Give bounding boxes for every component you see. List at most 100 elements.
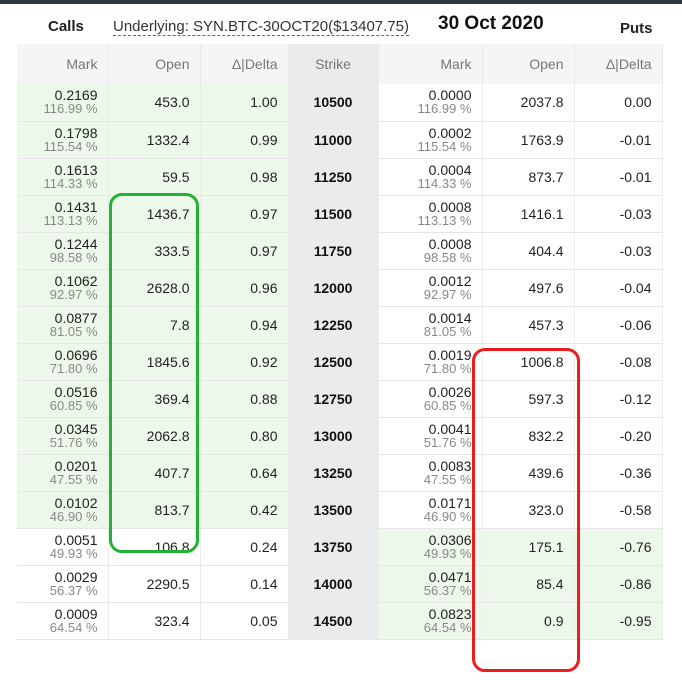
put-mark-cell[interactable]: 0.0083 47.55 % [378,454,483,492]
call-mark-cell[interactable]: 0.1431 113.13 % [17,195,109,233]
call-mark-cell[interactable]: 0.0201 47.55 % [17,454,109,492]
table-row[interactable]: 0.1798 115.54 % 1332.4 0.99 11000 0.0002 115.5… [17,121,663,159]
call-mark-cell[interactable]: 0.0877 81.05 % [17,306,109,344]
col-call-delta[interactable]: Δ|Delta [200,44,289,84]
call-open-cell[interactable]: 2290.5 [108,565,201,603]
put-mark-cell[interactable]: 0.0171 46.90 % [378,491,483,529]
call-open-cell[interactable]: 2628.0 [108,269,201,307]
call-mark-cell[interactable]: 0.1244 98.58 % [17,232,109,270]
call-mark-cell[interactable]: 0.0051 49.93 % [17,528,109,566]
put-mark-cell[interactable]: 0.0000 116.99 % [378,84,483,122]
table-row[interactable]: 0.0009 64.54 % 323.4 0.05 14500 0.0823 64.54 %… [17,602,663,640]
call-open-cell[interactable]: 1845.6 [108,343,201,381]
put-mark-cell[interactable]: 0.0008 113.13 % [378,195,483,233]
table-row[interactable]: 0.0516 60.85 % 369.4 0.88 12750 0.0026 60.85 %… [17,380,663,418]
put-open-cell[interactable]: 1763.9 [482,121,575,159]
call-open-cell[interactable]: 7.8 [108,306,201,344]
call-open-cell[interactable]: 333.5 [108,232,201,270]
col-put-delta[interactable]: Δ|Delta [574,44,663,84]
table-row[interactable]: 0.1244 98.58 % 333.5 0.97 11750 0.0008 98.58 %… [17,232,663,270]
put-delta-cell: -0.86 [574,565,663,603]
call-mark-cell[interactable]: 0.0696 71.80 % [17,343,109,381]
put-mark-cell[interactable]: 0.0041 51.76 % [378,417,483,455]
put-open-cell[interactable]: 323.0 [482,491,575,529]
put-mark-cell[interactable]: 0.0019 71.80 % [378,343,483,381]
underlying-link[interactable]: Underlying: SYN.BTC-30OCT20($13407.75) [113,18,409,36]
put-mark-cell[interactable]: 0.0002 115.54 % [378,121,483,159]
call-open-cell[interactable]: 1436.7 [108,195,201,233]
put-implied-volatility: 46.90 % [423,508,472,524]
put-mark-cell[interactable]: 0.0471 56.37 % [378,565,483,603]
put-open-cell[interactable]: 175.1 [482,528,575,566]
table-row[interactable]: 0.0877 81.05 % 7.8 0.94 12250 0.0014 81.05 % 45… [17,306,663,344]
call-implied-volatility: 113.13 % [43,212,98,228]
put-open-cell[interactable]: 497.6 [482,269,575,307]
call-mark-cell[interactable]: 0.1613 114.33 % [17,158,109,196]
call-open-cell[interactable]: 407.7 [108,454,201,492]
call-mark-cell[interactable]: 0.0102 46.90 % [17,491,109,529]
put-delta-cell: -0.12 [574,380,663,418]
call-mark-cell[interactable]: 0.1798 115.54 % [17,121,109,159]
put-open-cell[interactable]: 1416.1 [482,195,575,233]
call-mark-cell[interactable]: 0.0029 56.37 % [17,565,109,603]
col-put-mark[interactable]: Mark [378,44,483,84]
call-delta-cell: 0.05 [200,602,289,640]
put-open-cell[interactable]: 404.4 [482,232,575,270]
table-row[interactable]: 0.1431 113.13 % 1436.7 0.97 11500 0.0008 113.1… [17,195,663,233]
put-mark-cell[interactable]: 0.0823 64.54 % [378,602,483,640]
put-implied-volatility: 60.85 % [423,397,472,413]
call-mark-cell[interactable]: 0.1062 92.97 % [17,269,109,307]
call-open-cell[interactable]: 813.7 [108,491,201,529]
put-mark-cell[interactable]: 0.0004 114.33 % [378,158,483,196]
put-mark-cell[interactable]: 0.0306 49.93 % [378,528,483,566]
call-open-cell[interactable]: 1332.4 [108,121,201,159]
call-open-cell[interactable]: 323.4 [108,602,201,640]
table-row[interactable]: 0.1062 92.97 % 2628.0 0.96 12000 0.0012 92.97 … [17,269,663,307]
call-mark-cell[interactable]: 0.0516 60.85 % [17,380,109,418]
put-open-cell[interactable]: 85.4 [482,565,575,603]
col-call-mark[interactable]: Mark [17,44,109,84]
table-row[interactable]: 0.0051 49.93 % 106.8 0.24 13750 0.0306 49.93 %… [17,528,663,566]
put-delta-cell: -0.58 [574,491,663,529]
call-open-cell[interactable]: 59.5 [108,158,201,196]
table-row[interactable]: 0.0345 51.76 % 2062.8 0.80 13000 0.0041 51.76 … [17,417,663,455]
put-open-cell[interactable]: 832.2 [482,417,575,455]
put-open-cell[interactable]: 597.3 [482,380,575,418]
put-delta-cell: 0.00 [574,84,663,122]
call-mark-price: 0.0009 [54,605,98,622]
put-mark-cell[interactable]: 0.0008 98.58 % [378,232,483,270]
table-row[interactable]: 0.0201 47.55 % 407.7 0.64 13250 0.0083 47.55 %… [17,454,663,492]
table-row[interactable]: 0.0696 71.80 % 1845.6 0.92 12500 0.0019 71.80 … [17,343,663,381]
put-implied-volatility: 51.76 % [423,434,472,450]
call-open-cell[interactable]: 2062.8 [108,417,201,455]
call-open-cell[interactable]: 453.0 [108,84,201,122]
table-row[interactable]: 0.0102 46.90 % 813.7 0.42 13500 0.0171 46.90 %… [17,491,663,529]
strike-cell: 11750 [288,232,379,270]
call-open-cell[interactable]: 369.4 [108,380,201,418]
put-implied-volatility: 92.97 % [423,286,472,302]
col-call-open[interactable]: Open [108,44,201,84]
call-mark-price: 0.0051 [54,531,98,548]
call-open-cell[interactable]: 106.8 [108,528,201,566]
put-mark-price: 0.0823 [428,605,472,622]
put-mark-cell[interactable]: 0.0026 60.85 % [378,380,483,418]
put-open-cell[interactable]: 439.6 [482,454,575,492]
put-mark-cell[interactable]: 0.0012 92.97 % [378,269,483,307]
col-strike[interactable]: Strike [288,44,379,84]
strike-cell: 13500 [288,491,379,529]
table-row[interactable]: 0.0029 56.37 % 2290.5 0.14 14000 0.0471 56.37 … [17,565,663,603]
put-open-cell[interactable]: 0.9 [482,602,575,640]
call-mark-cell[interactable]: 0.0345 51.76 % [17,417,109,455]
put-mark-cell[interactable]: 0.0014 81.05 % [378,306,483,344]
put-implied-volatility: 47.55 % [423,471,472,487]
call-mark-cell[interactable]: 0.0009 64.54 % [17,602,109,640]
put-open-cell[interactable]: 2037.8 [482,84,575,122]
put-open-cell[interactable]: 457.3 [482,306,575,344]
col-put-open[interactable]: Open [482,44,575,84]
put-open-cell[interactable]: 873.7 [482,158,575,196]
call-mark-cell[interactable]: 0.2169 116.99 % [17,84,109,122]
table-row[interactable]: 0.1613 114.33 % 59.5 0.98 11250 0.0004 114.33 … [17,158,663,196]
table-row[interactable]: 0.2169 116.99 % 453.0 1.00 10500 0.0000 116.99… [17,84,663,122]
put-implied-volatility: 116.99 % [417,101,472,117]
put-delta-cell: -0.06 [574,306,663,344]
